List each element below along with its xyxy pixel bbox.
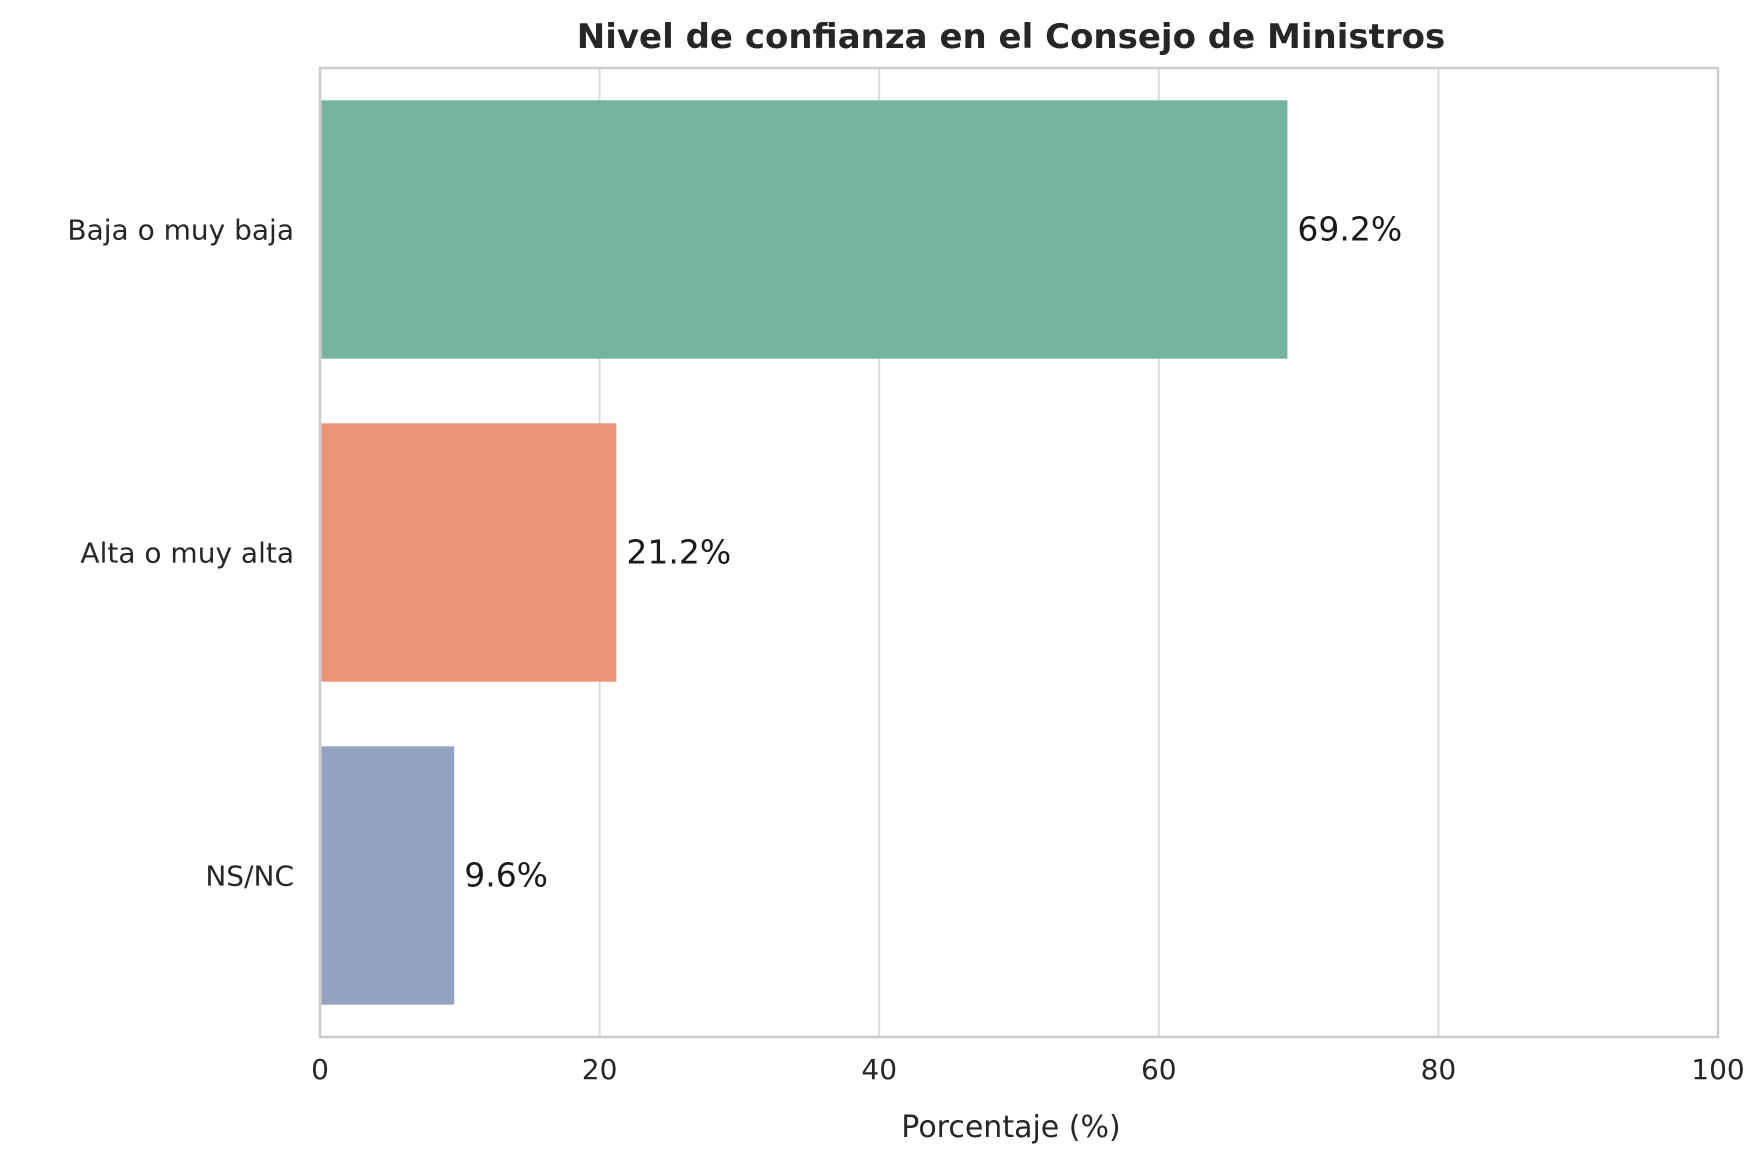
bar: [321, 746, 455, 1005]
x-tick-label: 20: [582, 1053, 618, 1086]
x-tick-label: 0: [311, 1053, 329, 1086]
data-labels: 69.2% 21.2% 9.6%: [464, 210, 1402, 895]
plot-frame: [318, 66, 1720, 1039]
y-tick-label: Alta o muy alta: [80, 537, 294, 570]
y-tick-label: NS/NC: [205, 860, 294, 893]
bar: [321, 423, 617, 682]
y-tick-label: Baja o muy baja: [67, 214, 294, 247]
x-tick-label: 60: [1141, 1053, 1177, 1086]
x-tick-label: 100: [1691, 1053, 1744, 1086]
bars: [321, 100, 1288, 1005]
data-label: 21.2%: [626, 533, 731, 572]
data-label: 69.2%: [1297, 210, 1402, 249]
x-tick-label: 40: [861, 1053, 897, 1086]
x-tick-label: 80: [1421, 1053, 1457, 1086]
y-axis-ticks: Baja o muy baja Alta o muy alta NS/NC: [67, 214, 294, 893]
bar: [321, 100, 1288, 359]
x-axis-ticks: 0 20 40 60 80 100: [311, 1053, 1745, 1086]
data-label: 9.6%: [464, 856, 548, 895]
chart-title: Nivel de confianza en el Consejo de Mini…: [577, 17, 1445, 57]
x-axis-label: Porcentaje (%): [901, 1110, 1120, 1145]
